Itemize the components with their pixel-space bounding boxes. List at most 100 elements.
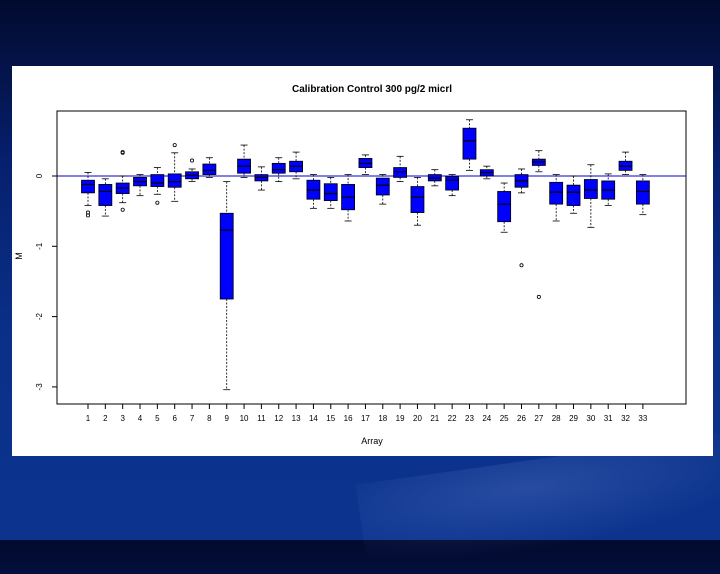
box-array-25 [497,182,512,233]
outlier-point [190,158,195,163]
iqr-box [219,212,234,300]
x-tick-label: 33 [638,414,647,423]
iqr-box [583,179,598,199]
plot-frame [56,110,687,405]
iqr-box [497,191,512,223]
iqr-box [445,176,460,191]
boxes-layer [81,119,650,391]
box-array-29 [566,175,581,214]
box-array-6 [167,143,182,202]
box-array-18 [375,174,390,205]
x-tick-label: 17 [361,414,370,423]
figure-panel: Calibration Control 300 pg/2 micrl Array… [12,66,713,456]
iqr-box [462,127,477,160]
x-tick-label: 32 [621,414,630,423]
box-array-9 [219,181,234,391]
boxplot-chart: Calibration Control 300 pg/2 micrl Array… [14,84,687,446]
outlier-point [86,213,91,218]
box-array-21 [427,169,442,187]
x-tick-label: 23 [465,414,474,423]
outlier-point [536,294,541,299]
box-array-1 [81,172,95,218]
y-tick-label: -2 [35,312,44,320]
y-axis-label: M [14,252,24,260]
y-axis: 0 -1 -2 -3 [35,173,57,390]
x-tick-label: 8 [207,414,212,423]
x-tick-label: 30 [586,414,595,423]
box-array-5 [150,167,165,205]
box-array-14 [306,174,321,209]
iqr-box [202,163,217,175]
iqr-box [81,179,95,194]
box-array-23 [462,119,477,171]
x-tick-label: 14 [309,414,318,423]
iqr-box [393,167,408,178]
box-array-20 [410,177,425,226]
x-tick-label: 25 [500,414,509,423]
box-array-19 [393,155,408,183]
iqr-box [635,180,650,205]
box-array-7 [185,158,199,183]
y-tick-label: -3 [35,383,44,391]
x-tick-label: 28 [552,414,561,423]
x-tick-label: 12 [274,414,283,423]
y-tick-label: 0 [35,173,44,178]
x-tick-label: 29 [569,414,578,423]
x-tick-label: 22 [448,414,457,423]
x-tick-label: 1 [86,414,91,423]
x-axis-label: Array [361,436,383,446]
outlier-point [120,150,125,155]
box-array-32 [618,151,633,175]
y-tick-label: -1 [35,242,44,250]
box-array-30 [583,164,598,228]
box-array-3 [115,150,130,212]
outlier-point [172,143,177,148]
x-tick-label: 11 [257,414,266,423]
box-array-13 [289,151,303,180]
x-tick-label: 21 [430,414,439,423]
x-tick-label: 10 [240,414,249,423]
box-array-31 [601,173,616,206]
x-tick-label: 6 [172,414,177,423]
box-array-15 [323,177,338,209]
x-tick-label: 7 [190,414,195,423]
iqr-box [323,183,338,202]
x-tick-label: 9 [224,414,229,423]
x-tick-label: 5 [155,414,160,423]
x-tick-label: 31 [604,414,613,423]
outlier-point [519,263,524,268]
iqr-box [566,184,581,206]
box-array-2 [98,178,113,217]
x-axis: 1 2 3 4 5 6 7 8 9 10 11 12 13 14 15 16 17 18 19 20 21 22 23 24 2… [86,404,648,423]
x-tick-label: 20 [413,414,422,423]
chart-title: Calibration Control 300 pg/2 micrl [292,84,452,95]
iqr-box [410,186,425,213]
box-array-33 [635,174,650,216]
iqr-box [271,162,286,174]
box-array-27 [531,150,546,299]
x-tick-label: 15 [326,414,335,423]
x-tick-label: 2 [103,414,108,423]
x-tick-label: 19 [396,414,405,423]
box-array-11 [254,166,269,191]
iqr-box [150,174,165,187]
box-array-12 [271,157,286,183]
box-array-28 [549,174,564,222]
x-tick-label: 26 [517,414,526,423]
box-array-10 [237,144,251,178]
x-tick-label: 24 [482,414,491,423]
box-array-17 [358,154,373,175]
box-array-26 [514,168,529,268]
box-array-4 [133,174,147,197]
iqr-box [375,177,390,196]
iqr-box [549,181,564,205]
outlier-point [120,207,125,212]
x-tick-label: 3 [120,414,125,423]
box-array-22 [445,174,460,197]
box-array-24 [479,165,494,180]
box-array-8 [202,157,217,178]
x-tick-label: 4 [138,414,143,423]
iqr-box [167,173,182,188]
outlier-point [155,200,160,205]
x-tick-label: 13 [292,414,301,423]
